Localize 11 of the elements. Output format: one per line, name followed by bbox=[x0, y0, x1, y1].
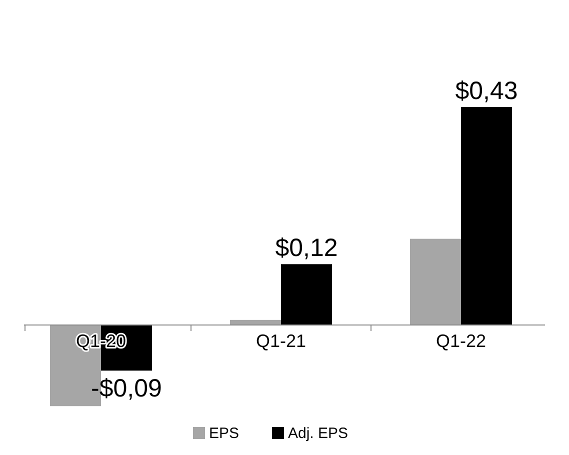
legend-label: Adj. EPS bbox=[288, 425, 348, 442]
bar bbox=[281, 264, 332, 325]
bar bbox=[461, 107, 512, 325]
data-label: $0,43 bbox=[455, 77, 518, 105]
legend-label: EPS bbox=[209, 425, 240, 442]
bar bbox=[410, 238, 461, 325]
x-tick-label: Q1-21 bbox=[256, 331, 306, 351]
x-tick-label: Q1-22 bbox=[436, 331, 486, 351]
data-label: -$0,09 bbox=[91, 374, 162, 403]
x-tick-label: Q1-20 bbox=[76, 331, 126, 351]
data-label: $0,12 bbox=[275, 234, 338, 262]
